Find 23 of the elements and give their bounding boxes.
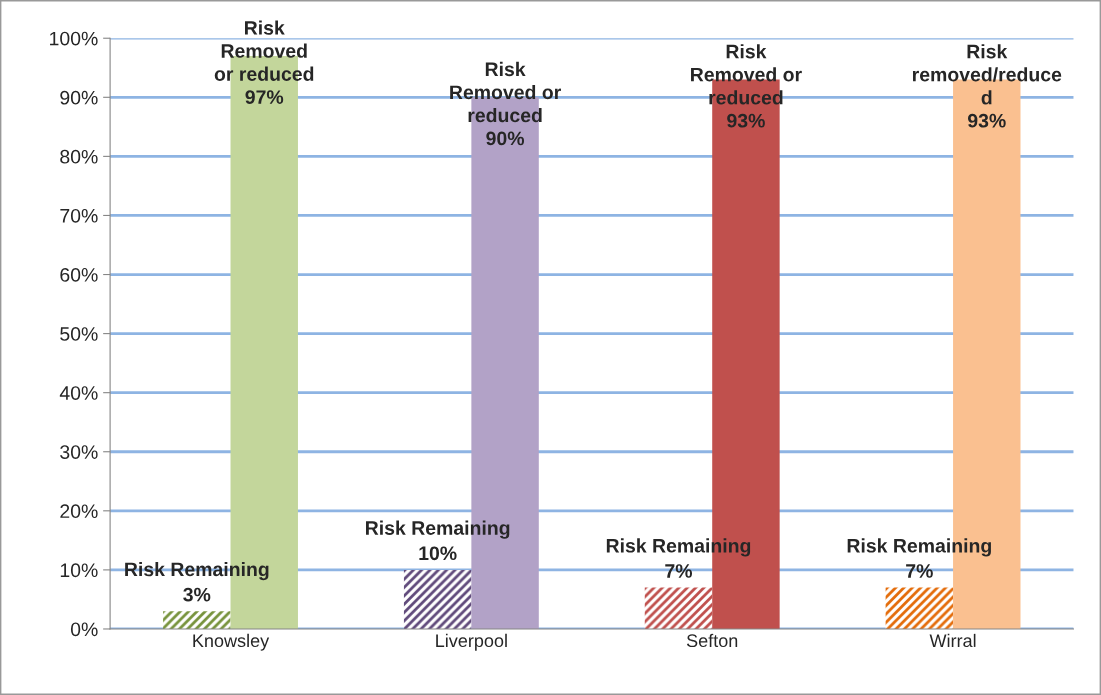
y-tick-label: 0% — [70, 622, 98, 637]
y-tick-label: 20% — [60, 504, 98, 519]
y-tick-label: 40% — [59, 386, 98, 400]
data-label: Risk Remaining 3% — [125, 561, 269, 602]
y-tick-label: 10% — [60, 563, 98, 578]
x-tick-label: Sefton — [686, 633, 738, 648]
y-tick-label: 90% — [60, 90, 98, 105]
bar — [163, 611, 231, 629]
bar — [885, 587, 954, 629]
bar — [644, 587, 713, 629]
y-tick-label: 70% — [60, 208, 98, 223]
bar — [403, 569, 472, 629]
x-tick-label: Wirral — [929, 633, 976, 648]
data-label: Risk Remaining 10% — [366, 520, 510, 561]
y-tick-label: 100% — [50, 31, 98, 46]
x-tick-label: Knowsley — [193, 633, 270, 651]
data-label: Risk Remaining 7% — [847, 538, 991, 578]
y-tick-label: 30% — [60, 445, 98, 459]
y-tick-label: 80% — [60, 149, 98, 164]
y-tick-label: 50% — [60, 327, 98, 341]
x-tick-label: Liverpool — [436, 633, 507, 651]
data-label: Risk removed/reduce d 93% — [912, 44, 1062, 128]
y-tick-label: 60% — [60, 267, 98, 282]
